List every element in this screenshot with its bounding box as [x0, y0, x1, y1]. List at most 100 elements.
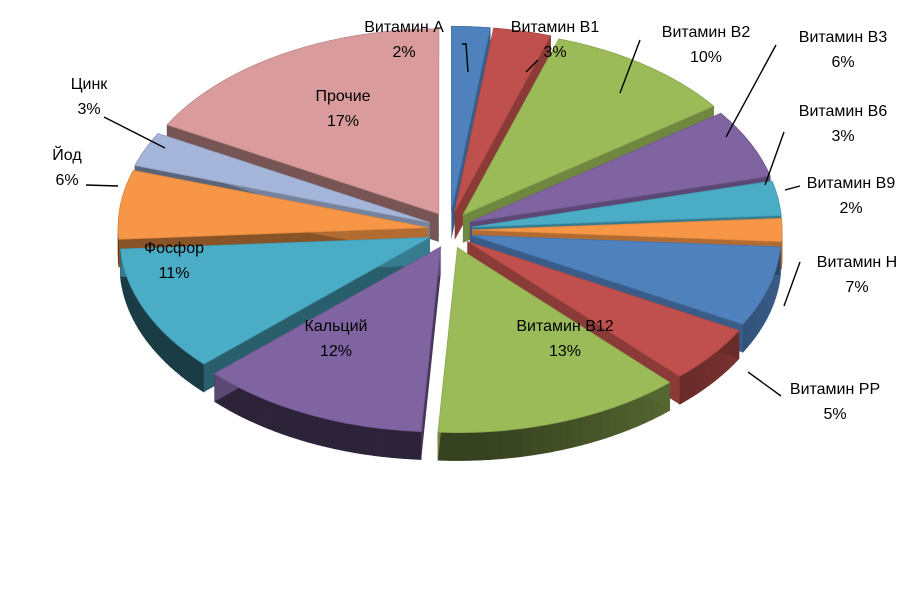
- slice-side-wall: [161, 329, 167, 364]
- slice-side-wall: [572, 416, 583, 448]
- slice-side-wall: [152, 319, 158, 355]
- slice-top: [213, 246, 442, 432]
- slice-percent-label: 6%: [831, 54, 854, 71]
- slice-name-label: Витамин В12: [516, 318, 613, 335]
- slice-side-wall: [250, 392, 259, 426]
- slice-side-wall: [747, 314, 751, 348]
- slice-name-label: Фосфор: [144, 240, 204, 257]
- slice-side-wall: [266, 399, 275, 432]
- slice-side-wall: [619, 401, 629, 434]
- slice-side-wall: [531, 425, 543, 456]
- slice-side-wall: [317, 416, 327, 448]
- slice-side-wall: [562, 419, 573, 451]
- slice-name-label: Витамин А: [364, 19, 444, 36]
- slice-side-wall: [706, 356, 711, 388]
- slice-side-wall: [752, 308, 756, 342]
- slice-percent-label: 6%: [55, 172, 78, 189]
- slice-10: [213, 246, 442, 460]
- slice-percent-label: 10%: [690, 49, 722, 66]
- slice-side-wall: [308, 413, 318, 446]
- slice-side-wall: [326, 418, 336, 450]
- leader-line: [725, 44, 777, 138]
- slice-side-wall: [591, 411, 602, 443]
- slice-name-label: Витамин В3: [799, 29, 888, 46]
- slice-side-wall: [235, 385, 244, 418]
- leader-lines: [85, 39, 801, 397]
- slice-percent-label: 2%: [839, 200, 862, 217]
- slice-top: [166, 28, 440, 215]
- slice-name-label: Йод: [52, 145, 82, 164]
- slice-side-wall: [141, 305, 146, 340]
- slice-side-wall: [552, 421, 563, 453]
- slice-side-wall: [511, 428, 523, 459]
- leader-line: [747, 371, 782, 397]
- slice-side-wall: [628, 397, 638, 431]
- slice-name-label: Витамин РР: [790, 381, 880, 398]
- slice-side-wall: [712, 352, 716, 384]
- slice-side-wall: [755, 305, 758, 339]
- slice-side-wall: [372, 427, 383, 457]
- slice-side-wall: [716, 348, 720, 380]
- slice-side-wall: [688, 368, 692, 400]
- leader-line: [784, 185, 801, 191]
- slice-side-wall: [448, 432, 460, 461]
- slice-percent-label: 5%: [823, 406, 846, 423]
- slice-labels: Витамин А 2% Витамин В1 3% Витамин В2 10% Вита…: [52, 19, 897, 423]
- slice-name-label: Витамин Н: [817, 254, 897, 271]
- slice-side-wall: [299, 411, 309, 443]
- slice-side-wall: [490, 430, 502, 460]
- slice-top: [117, 170, 429, 240]
- slice-side-wall: [335, 420, 346, 452]
- slice-percent-label: 11%: [159, 265, 190, 282]
- leader-line: [525, 59, 539, 73]
- slice-side-wall: [344, 422, 355, 453]
- slice-side-wall: [757, 301, 760, 335]
- slice-side-wall: [175, 342, 182, 377]
- slice-top: [471, 217, 783, 243]
- slice-side-wall: [391, 429, 403, 459]
- slice-side-wall: [363, 425, 374, 456]
- slice-side-wall: [274, 402, 284, 435]
- slice-side-wall: [745, 317, 749, 351]
- slice-side-wall: [479, 431, 491, 461]
- slice-side-wall: [469, 431, 481, 461]
- slice-side-wall: [709, 354, 713, 386]
- leader-line: [462, 43, 469, 73]
- slice-percent-label: 17%: [327, 113, 359, 130]
- pie-slices: [117, 25, 783, 461]
- slice-side-wall: [600, 408, 611, 440]
- slice-name-label: Витамин В9: [807, 175, 896, 192]
- slice-side-wall: [458, 432, 470, 461]
- slice-top: [437, 246, 671, 433]
- slice-side-wall: [636, 394, 646, 427]
- slice-side-wall: [353, 424, 364, 455]
- slice-side-wall: [704, 358, 708, 390]
- leader-line: [85, 184, 119, 187]
- slice-side-wall: [148, 314, 154, 350]
- slice-side-wall: [542, 423, 553, 454]
- leader-line: [783, 261, 801, 307]
- slice-side-wall: [690, 367, 695, 399]
- slice-top: [450, 25, 491, 212]
- slice-side-wall: [401, 430, 412, 460]
- slice-side-wall: [742, 320, 746, 354]
- slice-side-wall: [714, 350, 718, 382]
- slice-side-wall: [258, 396, 267, 429]
- slice-side-wall: [699, 361, 703, 393]
- slice-side-wall: [693, 365, 697, 397]
- slice-top: [471, 180, 782, 228]
- slice-side-wall: [750, 311, 754, 345]
- slice-percent-label: 3%: [77, 101, 100, 118]
- slice-side-wall: [759, 298, 762, 332]
- slice-side-wall: [282, 405, 292, 438]
- slice-side-wall: [679, 374, 683, 405]
- slice-side-wall: [145, 310, 150, 345]
- slice-top: [119, 237, 431, 365]
- slice-percent-label: 7%: [845, 279, 868, 296]
- slice-side-wall: [411, 430, 422, 460]
- slice-side-wall: [610, 404, 620, 437]
- slice-name-label: Витамин В2: [662, 24, 751, 41]
- slice-top: [134, 132, 430, 223]
- slice-side-wall: [197, 359, 205, 393]
